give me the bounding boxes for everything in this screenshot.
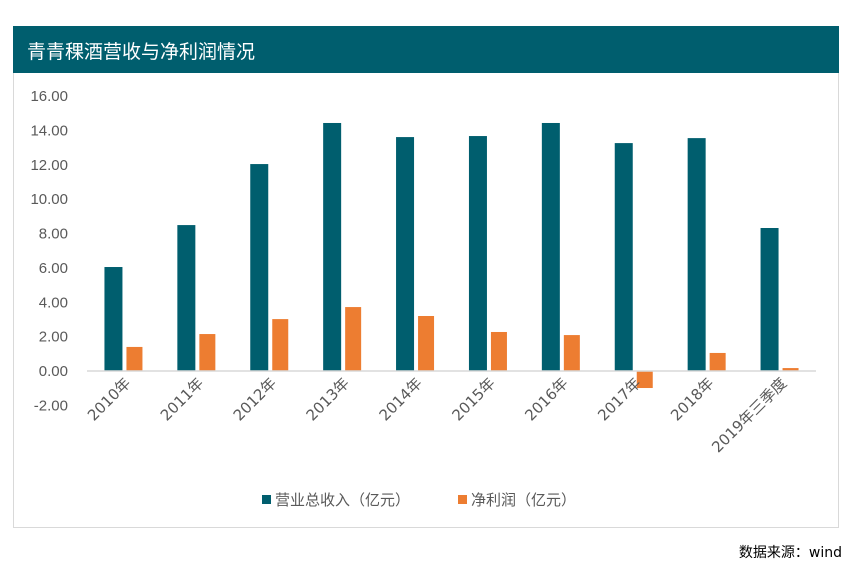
x-tick-label: 2016年 [521, 374, 571, 424]
legend-label: 营业总收入（亿元） [275, 491, 410, 509]
bar-revenue [323, 122, 342, 371]
x-tick-label: 2012年 [230, 374, 280, 424]
bar-net-profit [199, 334, 216, 371]
bar-revenue [104, 267, 123, 371]
bar-revenue [396, 137, 415, 371]
x-tick-label: 2011年 [157, 374, 207, 424]
legend-swatch [458, 495, 467, 504]
x-tick-label: 2015年 [448, 374, 498, 424]
bar-net-profit [126, 346, 143, 371]
y-tick-label: 16.00 [30, 88, 68, 105]
x-tick-label: 2018年 [667, 374, 717, 424]
bar-revenue [687, 138, 706, 371]
bar-revenue [541, 122, 560, 371]
legend-swatch [262, 495, 271, 504]
bar-net-profit [709, 352, 726, 371]
x-tick-label: 2013年 [303, 374, 353, 424]
y-tick-label: 4.00 [39, 294, 68, 311]
x-tick-label: 2019年三季度 [708, 374, 790, 456]
bar-net-profit [490, 331, 507, 371]
y-tick-label: -2.00 [34, 397, 68, 414]
chart-title: 青青稞酒营收与净利润情况 [27, 41, 256, 63]
bar-net-profit [418, 316, 435, 371]
bar-revenue [760, 228, 779, 371]
bar-revenue [614, 143, 633, 371]
y-tick-label: 12.00 [30, 157, 68, 174]
y-tick-label: 0.00 [39, 363, 68, 380]
bar-net-profit [345, 307, 362, 371]
bar-revenue [177, 225, 196, 371]
bar-net-profit [563, 335, 580, 371]
y-tick-label: 14.00 [30, 122, 68, 139]
x-tick-label: 2014年 [376, 374, 426, 424]
x-tick-label: 2010年 [84, 374, 134, 424]
bar-net-profit [636, 371, 653, 389]
y-tick-label: 8.00 [39, 226, 68, 243]
title-bar: 青青稞酒营收与净利润情况 [13, 26, 839, 73]
bar-revenue [468, 136, 487, 371]
y-tick-label: 10.00 [30, 191, 68, 208]
y-tick-label: 2.00 [39, 329, 68, 346]
bar-net-profit [272, 319, 289, 371]
x-tick-label: 2017年 [594, 374, 644, 424]
bar-revenue [250, 164, 269, 371]
y-tick-label: 6.00 [39, 260, 68, 277]
legend-label: 净利润（亿元） [471, 491, 576, 509]
bar-net-profit [782, 368, 799, 371]
source-note: 数据来源：wind [738, 545, 842, 561]
